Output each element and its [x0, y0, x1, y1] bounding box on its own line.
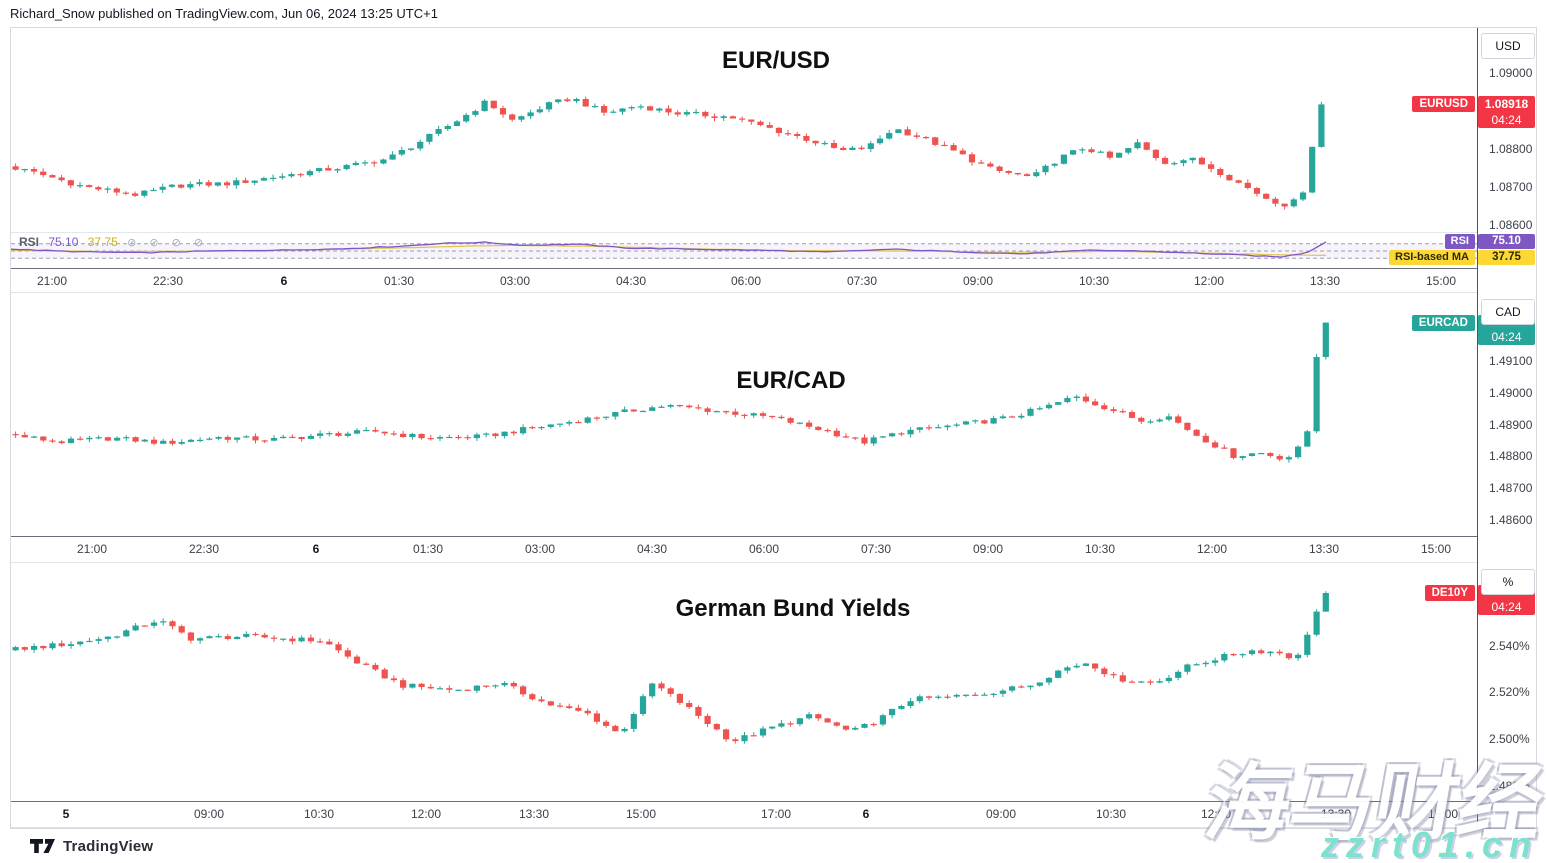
- time-tick-label: 5: [62, 807, 70, 821]
- time-tick-label: 6: [312, 542, 320, 556]
- time-tick-label: 03:00: [499, 274, 531, 288]
- time-tick-label: 09:00: [962, 274, 994, 288]
- price-tick-label: 1.08700: [1489, 180, 1533, 195]
- price-tick-label: 1.08600: [1489, 218, 1533, 233]
- tradingview-logo-icon[interactable]: [30, 837, 56, 855]
- price-tick-label: 2.520%: [1489, 685, 1530, 700]
- chart-widget: EUR/USD EUR/CAD German Bund Yields RSI 7…: [10, 27, 1537, 829]
- time-tick-label: 04:30: [615, 274, 647, 288]
- eurusd-chart-canvas[interactable]: [11, 28, 1477, 232]
- time-tick-label: 12:00: [1200, 807, 1232, 821]
- time-tick-label: 6: [280, 274, 288, 288]
- time-tick-label: 6: [862, 807, 870, 821]
- tradingview-brand-text[interactable]: TradingView: [63, 837, 154, 855]
- time-tick-label: 17:00: [760, 807, 792, 821]
- de10y-chart-canvas[interactable]: [11, 563, 1477, 801]
- panel-title-bund: German Bund Yields: [675, 595, 911, 622]
- rsi-axis-value: 75.10: [1478, 234, 1535, 249]
- time-tick-label: 13:30: [1308, 542, 1340, 556]
- time-tick-label: 09:00: [972, 542, 1004, 556]
- time-tick-label: 12:00: [1196, 542, 1228, 556]
- time-tick-label: 12:00: [410, 807, 442, 821]
- time-axis-de10y[interactable]: 5 09:00 10:30 12:00 13:30 15:00 17:00 6 09:00 10:…: [11, 801, 1536, 828]
- last-price-badge-eurusd: 1.08918 04:24: [1478, 96, 1535, 129]
- time-tick-label: 10:30: [1078, 274, 1110, 288]
- countdown-timer: 04:24: [1491, 599, 1522, 614]
- time-tick-label: 04:30: [636, 542, 668, 556]
- rsi-value: 75.10: [48, 235, 79, 249]
- price-tick-label: 1.49100: [1489, 353, 1533, 368]
- time-tick-label: 09:00: [193, 807, 225, 821]
- symbol-badge-eurusd: EURUSD: [1412, 96, 1475, 113]
- countdown-timer: 04:24: [1491, 113, 1522, 128]
- time-tick-label: 15:00: [1427, 807, 1459, 821]
- watermark-url: zzrt01.cn: [1320, 824, 1538, 863]
- time-tick-label: 10:30: [1084, 542, 1116, 556]
- price-tick-label: 1.48700: [1489, 481, 1533, 496]
- time-tick-label: 15:00: [1425, 274, 1457, 288]
- price-tick-label: 1.48900: [1489, 417, 1533, 432]
- time-axis-eurusd[interactable]: 21:00 22:30 6 01:30 03:00 04:30 06:00 07:30 09:0…: [11, 268, 1536, 293]
- indicator-action-icons[interactable]: ⊘ ⊘ ⊘ ⊘: [127, 237, 209, 249]
- unit-box-percent: %: [1481, 569, 1535, 595]
- countdown-timer: 04:24: [1491, 329, 1522, 344]
- price-axis[interactable]: 1.09000 1.08800 1.08700 1.08600 1.49100 1.490…: [1477, 28, 1536, 828]
- time-tick-label: 10:30: [303, 807, 335, 821]
- time-tick-label: 22:30: [188, 542, 220, 556]
- rsi-indicator-label: RSI: [19, 235, 40, 249]
- time-tick-label: 15:00: [625, 807, 657, 821]
- rsi-ma-axis-value: 37.75: [1478, 250, 1535, 265]
- price-tick-label: 2.500%: [1489, 732, 1530, 747]
- price-tick-label: 1.48600: [1489, 513, 1533, 528]
- price-tick-label: 2.480%: [1489, 779, 1530, 794]
- attribution-bar: Richard_Snow published on TradingView.co…: [10, 6, 438, 21]
- time-tick-label: 13:30: [518, 807, 550, 821]
- time-tick-label: 03:00: [524, 542, 556, 556]
- price-tick-label: 1.49000: [1489, 385, 1533, 400]
- time-tick-label: 06:00: [748, 542, 780, 556]
- time-tick-label: 07:30: [860, 542, 892, 556]
- unit-box-usd: USD: [1481, 33, 1535, 59]
- time-tick-label: 13:30: [1309, 274, 1341, 288]
- time-tick-label: 01:30: [412, 542, 444, 556]
- time-tick-label: 22:30: [152, 274, 184, 288]
- time-tick-label: 09:00: [985, 807, 1017, 821]
- time-tick-label: 12:00: [1193, 274, 1225, 288]
- rsi-ma-value: 37.75: [87, 235, 118, 249]
- unit-box-cad: CAD: [1481, 299, 1535, 325]
- symbol-badge-eurcad: EURCAD: [1411, 314, 1475, 331]
- panel-title-eurusd: EUR/USD: [721, 47, 831, 74]
- eurcad-chart-canvas[interactable]: [11, 293, 1477, 536]
- time-tick-label: 15:00: [1420, 542, 1452, 556]
- time-tick-label: 07:30: [846, 274, 878, 288]
- rsi-ma-axis-label: RSI-based MA: [1389, 250, 1475, 265]
- time-tick-label: 06:00: [730, 274, 762, 288]
- price-tick-label: 1.48800: [1489, 449, 1533, 464]
- price-tick-label: 2.540%: [1489, 638, 1530, 653]
- last-price: 1.08918: [1484, 97, 1529, 112]
- footer: TradingView: [0, 829, 1546, 863]
- symbol-badge-de10y: DE10Y: [1424, 584, 1475, 601]
- time-tick-label: 21:00: [76, 542, 108, 556]
- price-tick-label: 1.09000: [1489, 66, 1533, 81]
- panel-title-eurcad: EUR/CAD: [736, 367, 846, 394]
- rsi-pane-canvas[interactable]: [11, 232, 1477, 269]
- rsi-axis-label: RSI: [1444, 234, 1475, 249]
- time-tick-label: 21:00: [36, 274, 68, 288]
- rsi-status-line[interactable]: RSI 75.10 37.75 ⊘ ⊘ ⊘ ⊘: [19, 235, 214, 249]
- time-tick-label: 13:30: [1320, 807, 1352, 821]
- price-tick-label: 1.08800: [1489, 142, 1533, 157]
- time-tick-label: 01:30: [383, 274, 415, 288]
- time-tick-label: 10:30: [1095, 807, 1127, 821]
- time-axis-eurcad[interactable]: 21:00 22:30 6 01:30 03:00 04:30 06:00 07:30 09:0…: [11, 536, 1536, 563]
